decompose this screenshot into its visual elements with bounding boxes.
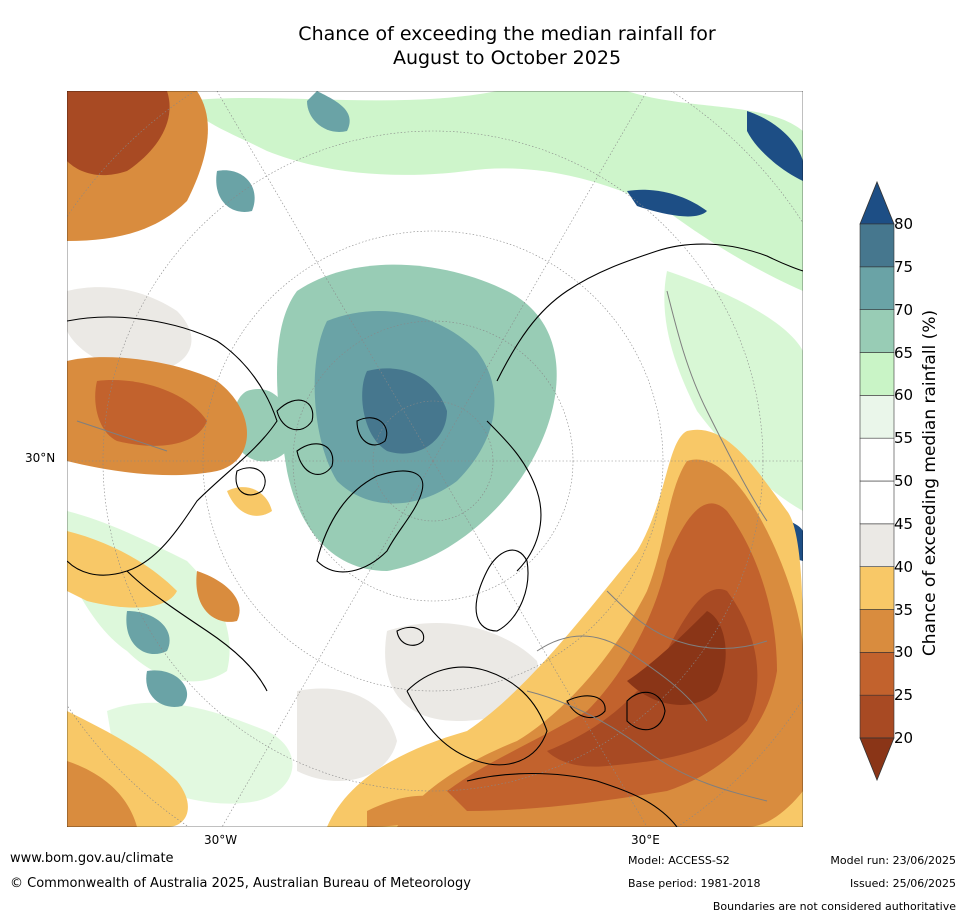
graticule <box>67 91 803 827</box>
colorbar-band-70-75 <box>859 266 895 310</box>
issued-info: Issued: 25/06/2025 <box>849 877 956 890</box>
colorbar-band-35-40 <box>859 566 895 610</box>
website-link[interactable]: www.bom.gov.au/climate <box>10 851 174 866</box>
rainfall-map <box>67 91 803 827</box>
colorbar-band-20-25 <box>859 694 895 739</box>
colorbar-band-40-45 <box>859 523 895 567</box>
colorbar-tick-40: 40 <box>894 557 914 576</box>
teal-patches <box>126 91 350 707</box>
latitude-label-30n: 30°N <box>25 451 56 465</box>
colorbar-tick-20: 20 <box>894 729 914 747</box>
colorbar-tick-80: 80 <box>894 215 914 233</box>
chart-title: Chance of exceeding the median rainfall … <box>0 22 965 70</box>
colorbar-title: Chance of exceeding median rainfall (%) <box>920 309 940 657</box>
disclaimer-text: Boundaries are not considered authoritat… <box>712 900 956 913</box>
copyright-text: © Commonwealth of Australia 2025, Austra… <box>10 876 471 891</box>
colorbar-band-45-50 <box>859 480 895 525</box>
country-borders <box>76 290 768 802</box>
colorbar-band-60-65 <box>859 352 895 396</box>
colorbar-extend-below-20 <box>859 737 895 782</box>
longitude-label-30e: 30°E <box>631 833 660 847</box>
title-line-1: Chance of exceeding the median rainfall … <box>298 23 716 45</box>
colorbar-band-25-30 <box>859 652 895 696</box>
colorbar-band-75-80 <box>859 223 895 268</box>
colorbar-band-65-70 <box>859 309 895 353</box>
model-info: Model: ACCESS-S2 <box>628 854 730 867</box>
colorbar-tick-75: 75 <box>894 257 914 276</box>
base-period-info: Base period: 1981-2018 <box>628 877 761 890</box>
colorbar-segments <box>859 180 895 782</box>
dry-regions <box>67 91 803 827</box>
colorbar-extend-above-80 <box>859 180 895 225</box>
title-line-2: August to October 2025 <box>392 47 622 69</box>
colorbar-tick-50: 50 <box>894 472 914 490</box>
colorbar-tick-60: 60 <box>894 386 914 405</box>
colorbar-band-55-60 <box>859 395 895 439</box>
colorbar-tick-65: 65 <box>894 343 914 362</box>
colorbar-tick-45: 45 <box>894 514 914 533</box>
colorbar-tick-35: 35 <box>894 600 914 619</box>
colorbar-tick-30: 30 <box>894 643 914 662</box>
model-run-info: Model run: 23/06/2025 <box>830 854 956 867</box>
arctic-wet-region <box>232 264 557 571</box>
colorbar-tick-55: 55 <box>894 429 914 448</box>
longitude-label-30w: 30°W <box>204 833 238 847</box>
colorbar-band-50-55 <box>859 437 895 482</box>
colorbar <box>859 180 895 782</box>
colorbar-tick-70: 70 <box>894 300 914 319</box>
colorbar-tick-25: 25 <box>894 686 914 705</box>
colorbar-band-30-35 <box>859 609 895 653</box>
grey-regions <box>67 287 539 781</box>
coastlines <box>67 243 803 827</box>
map-svg <box>67 91 803 827</box>
